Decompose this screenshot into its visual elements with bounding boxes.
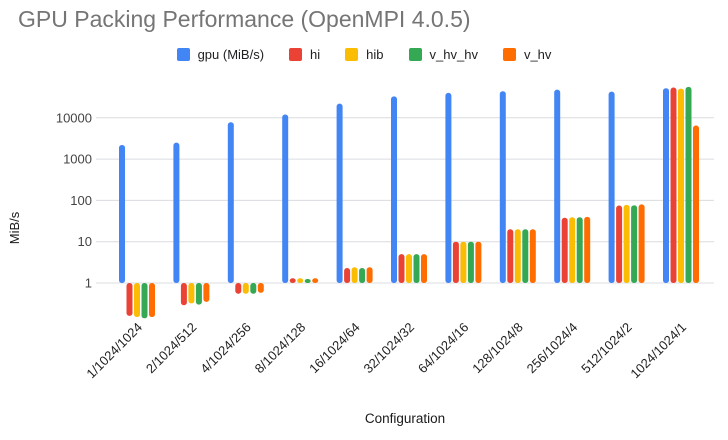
bar-hib	[514, 229, 521, 283]
bar-hib	[623, 204, 630, 283]
x-tick-label: 128/1024/8	[469, 320, 526, 377]
y-tick-label: 10	[78, 234, 92, 249]
y-tick-label: 1000	[63, 152, 92, 167]
bar-hib	[406, 254, 412, 283]
bar-gpu-mib-s-	[282, 114, 289, 283]
bar-v-hv	[529, 229, 536, 283]
bar-v-hv-hv	[413, 254, 420, 283]
bar-v-hv-hv	[359, 268, 366, 283]
bar-gpu-mib-s-	[663, 88, 669, 283]
bar-gpu-mib-s-	[391, 96, 397, 283]
bar-hi	[344, 268, 351, 283]
bar-hi	[289, 278, 296, 283]
bar-v-hv-hv	[685, 86, 692, 283]
bar-v-hv	[584, 216, 591, 283]
x-tick-label: 1/1024/1024	[83, 320, 145, 382]
legend-swatch-icon	[345, 48, 359, 61]
legend-swatch-icon	[176, 48, 190, 61]
bar-hib	[569, 217, 576, 283]
legend-swatch-icon	[502, 48, 516, 61]
bar-v-hv-hv	[522, 229, 529, 283]
bar-hi	[616, 205, 623, 283]
bar-hib	[297, 278, 304, 283]
bar-v-hv	[203, 283, 210, 302]
y-tick-label: 1	[85, 276, 92, 291]
chart-title: GPU Packing Performance (OpenMPI 4.0.5)	[18, 6, 471, 32]
bar-gpu-mib-s-	[227, 122, 234, 283]
y-tick-label: 100	[70, 193, 92, 208]
bar-v-hv	[257, 283, 264, 293]
bar-v-hv-hv	[576, 217, 583, 283]
y-axis-title: MiB/s	[7, 211, 22, 244]
x-tick-label: 256/1024/4	[524, 320, 581, 377]
x-tick-label: 8/1024/128	[252, 320, 309, 377]
bar-hib	[460, 241, 467, 283]
bar-hib	[188, 283, 195, 304]
legend: gpu (MiB/s) hi hib v_hv_hv v_hv	[0, 47, 728, 62]
bar-hi	[507, 229, 514, 283]
bar-gpu-mib-s-	[554, 89, 561, 283]
y-tick-label: 10000	[56, 110, 92, 125]
bar-hi	[670, 87, 677, 283]
legend-swatch-icon	[289, 48, 303, 61]
bar-hi	[398, 254, 405, 283]
bar-v-hv	[475, 241, 482, 283]
legend-label: v_hv	[523, 47, 552, 62]
bar-v-hv	[638, 204, 645, 283]
legend-item: hib	[345, 47, 384, 62]
bar-v-hv-hv	[250, 283, 257, 294]
bar-hi	[180, 283, 187, 306]
bar-v-hv	[693, 125, 699, 284]
bar-v-hv-hv	[631, 205, 638, 283]
bar-v-hv-hv	[141, 283, 148, 319]
bar-hi	[126, 283, 133, 316]
x-tick-label: 64/1024/16	[415, 320, 472, 377]
bar-gpu-mib-s-	[445, 92, 452, 283]
legend-item: v_hv_hv	[408, 47, 478, 62]
bar-v-hv	[366, 267, 373, 283]
bar-gpu-mib-s-	[173, 142, 180, 283]
bar-hi	[235, 283, 242, 294]
x-tick-label: 512/1024/2	[578, 320, 635, 377]
x-tick-label: 1024/1024/1	[627, 320, 689, 382]
bar-hi	[452, 241, 459, 283]
bar-v-hv-hv	[304, 278, 311, 283]
x-tick-label: 4/1024/256	[197, 320, 254, 377]
bar-v-hv	[149, 283, 155, 318]
bar-gpu-mib-s-	[608, 91, 615, 283]
x-axis-title: Configuration	[365, 411, 445, 426]
bar-v-hv-hv	[467, 241, 474, 283]
bar-gpu-mib-s-	[336, 103, 343, 283]
legend-item: hi	[289, 47, 320, 62]
legend-label: hib	[366, 47, 384, 62]
legend-label: v_hv_hv	[429, 47, 478, 62]
legend-item: v_hv	[502, 47, 552, 62]
bar-gpu-mib-s-	[119, 144, 125, 283]
bar-v-hv-hv	[195, 283, 202, 305]
legend-item: gpu (MiB/s)	[176, 47, 265, 62]
bar-hib	[242, 283, 249, 294]
x-tick-label: 16/1024/64	[306, 320, 363, 377]
bar-gpu-mib-s-	[499, 91, 506, 283]
bar-hi	[561, 217, 568, 283]
bar-hib	[678, 88, 684, 283]
x-tick-label: 32/1024/32	[360, 320, 417, 377]
bar-v-hv	[421, 254, 427, 283]
x-tick-label: 2/1024/512	[143, 320, 200, 377]
legend-label: gpu (MiB/s)	[197, 47, 265, 62]
bar-hib	[134, 283, 140, 318]
legend-label: hi	[310, 47, 321, 62]
legend-swatch-icon	[408, 48, 422, 61]
bar-v-hv	[312, 278, 319, 283]
bar-hib	[351, 267, 358, 283]
